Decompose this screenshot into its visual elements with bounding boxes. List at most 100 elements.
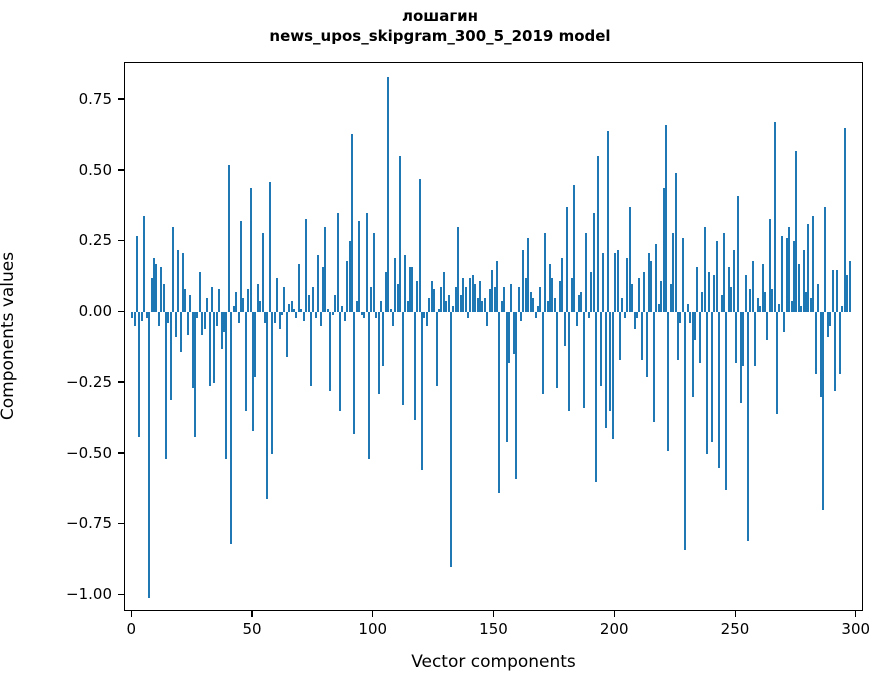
bar bbox=[230, 312, 233, 545]
bar bbox=[169, 312, 172, 400]
bar bbox=[256, 283, 259, 313]
bar bbox=[442, 272, 445, 313]
bar bbox=[561, 258, 564, 313]
x-tick-label: 50 bbox=[242, 620, 262, 638]
bar-series bbox=[125, 63, 862, 610]
x-tick-mark bbox=[130, 611, 132, 617]
bar bbox=[817, 283, 820, 313]
bar bbox=[143, 215, 146, 313]
bar bbox=[133, 312, 136, 327]
bar bbox=[628, 207, 631, 313]
bar bbox=[541, 312, 544, 395]
bar bbox=[392, 312, 395, 327]
bar bbox=[607, 130, 609, 313]
bar bbox=[805, 292, 808, 313]
bar bbox=[271, 312, 274, 454]
bar bbox=[300, 309, 303, 313]
bar bbox=[698, 312, 701, 363]
bar bbox=[355, 300, 358, 313]
bar bbox=[640, 312, 643, 361]
x-tick-label: 300 bbox=[841, 620, 871, 638]
bar bbox=[157, 312, 160, 327]
bar bbox=[582, 312, 585, 409]
bar bbox=[826, 312, 829, 338]
bar bbox=[268, 181, 271, 313]
bar bbox=[648, 252, 651, 313]
bar bbox=[604, 312, 607, 429]
y-tick-label: 0.00 bbox=[78, 302, 112, 321]
bar bbox=[476, 297, 479, 313]
bar bbox=[773, 122, 776, 313]
bar bbox=[809, 297, 812, 313]
bar bbox=[411, 266, 414, 313]
bar bbox=[706, 312, 709, 454]
bar bbox=[848, 261, 851, 313]
bar bbox=[474, 283, 477, 313]
x-axis-ticks bbox=[124, 611, 863, 619]
x-tick-mark bbox=[372, 611, 374, 617]
bar bbox=[379, 300, 382, 313]
bar bbox=[744, 275, 747, 313]
bar bbox=[471, 275, 474, 313]
bar bbox=[783, 312, 786, 332]
bar bbox=[152, 258, 155, 313]
bar bbox=[206, 297, 209, 313]
bar bbox=[652, 312, 655, 423]
bar bbox=[498, 312, 501, 494]
bar bbox=[527, 238, 530, 313]
bar bbox=[495, 261, 498, 313]
bar bbox=[725, 312, 728, 491]
bar bbox=[614, 252, 617, 313]
bar bbox=[693, 312, 696, 341]
bar bbox=[435, 312, 438, 386]
bar bbox=[553, 297, 556, 313]
bar bbox=[520, 312, 523, 321]
bar bbox=[203, 312, 206, 329]
bar bbox=[396, 283, 399, 313]
bar bbox=[324, 227, 327, 313]
chart-title: лошагин news_upos_skipgram_300_5_2019 mo… bbox=[0, 6, 880, 46]
bar bbox=[703, 227, 706, 313]
bar bbox=[522, 249, 525, 313]
y-tick-mark bbox=[118, 452, 124, 454]
bar bbox=[382, 312, 385, 366]
title-line-1: лошагин bbox=[401, 7, 479, 25]
bar bbox=[645, 312, 648, 378]
bar bbox=[708, 272, 711, 313]
bar bbox=[341, 306, 344, 313]
x-tick-mark bbox=[734, 611, 736, 617]
bar bbox=[329, 312, 332, 392]
bar bbox=[819, 312, 822, 397]
bar bbox=[739, 312, 742, 403]
bar bbox=[763, 292, 766, 313]
x-axis-labels: 0 50 100 150 200 250 300 bbox=[124, 620, 870, 642]
bar bbox=[778, 303, 781, 313]
bar bbox=[643, 272, 646, 313]
bar bbox=[346, 261, 349, 313]
bar bbox=[416, 280, 419, 313]
bar bbox=[677, 312, 680, 361]
bar bbox=[184, 289, 187, 313]
bar bbox=[264, 312, 267, 324]
bar bbox=[314, 312, 317, 318]
bar bbox=[351, 133, 353, 313]
bar bbox=[309, 312, 312, 386]
bar bbox=[544, 232, 547, 313]
bar bbox=[213, 312, 216, 383]
bar bbox=[360, 312, 363, 315]
bar bbox=[790, 300, 793, 313]
bar bbox=[254, 312, 257, 378]
bar bbox=[394, 258, 397, 313]
bar bbox=[655, 244, 658, 313]
bar bbox=[730, 286, 733, 313]
bar bbox=[657, 303, 660, 313]
bar bbox=[452, 306, 455, 313]
bar bbox=[766, 312, 769, 341]
y-tick-label: −1.00 bbox=[66, 585, 112, 604]
bar bbox=[735, 312, 737, 363]
bar bbox=[408, 266, 411, 313]
bar bbox=[493, 286, 496, 313]
y-tick-mark bbox=[118, 310, 124, 313]
bar bbox=[305, 218, 308, 313]
bar bbox=[447, 295, 450, 313]
